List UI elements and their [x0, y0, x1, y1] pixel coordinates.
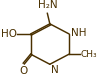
Text: O: O [19, 66, 27, 76]
Text: CH₃: CH₃ [81, 50, 97, 59]
Text: HO: HO [1, 29, 17, 39]
Text: H₂N: H₂N [38, 0, 57, 10]
Text: NH: NH [71, 28, 86, 38]
Text: N: N [51, 65, 59, 75]
